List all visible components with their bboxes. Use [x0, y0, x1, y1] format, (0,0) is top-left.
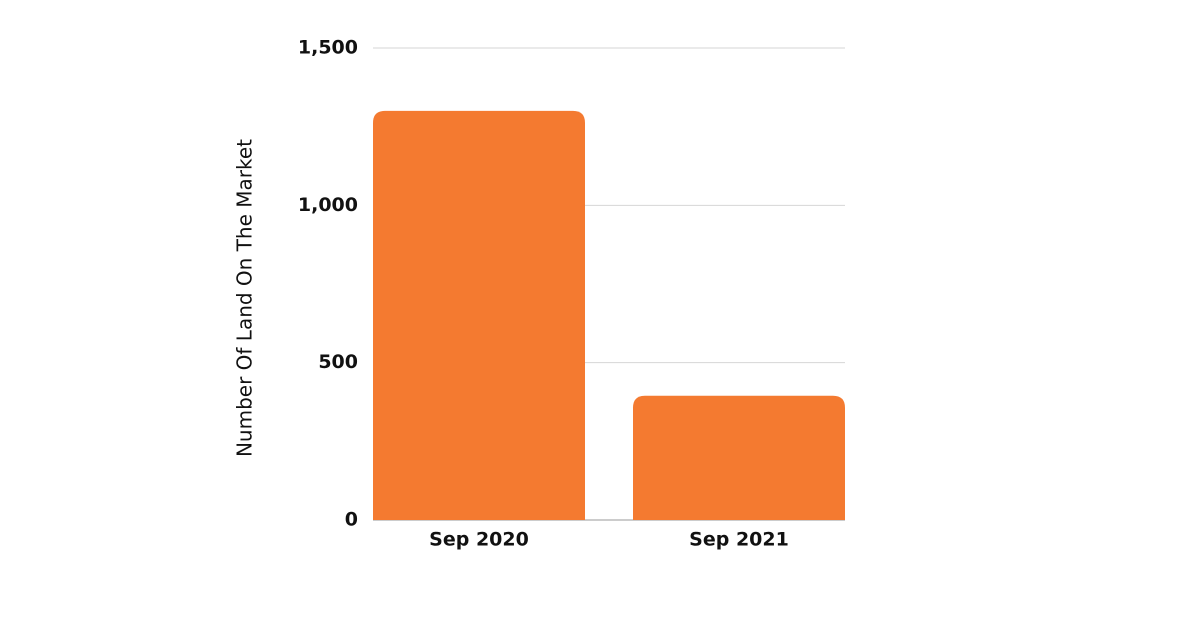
bar — [633, 395, 845, 520]
x-tick-label: Sep 2020 — [429, 529, 529, 551]
y-axis-title: Number Of Land On The Market — [233, 139, 257, 457]
x-tick-label: Sep 2021 — [689, 529, 789, 551]
bar — [373, 110, 585, 520]
y-tick-label: 500 — [318, 351, 358, 373]
y-tick-label: 1,500 — [298, 37, 358, 59]
y-tick-label: 0 — [345, 509, 358, 531]
y-tick-label: 1,000 — [298, 194, 358, 216]
